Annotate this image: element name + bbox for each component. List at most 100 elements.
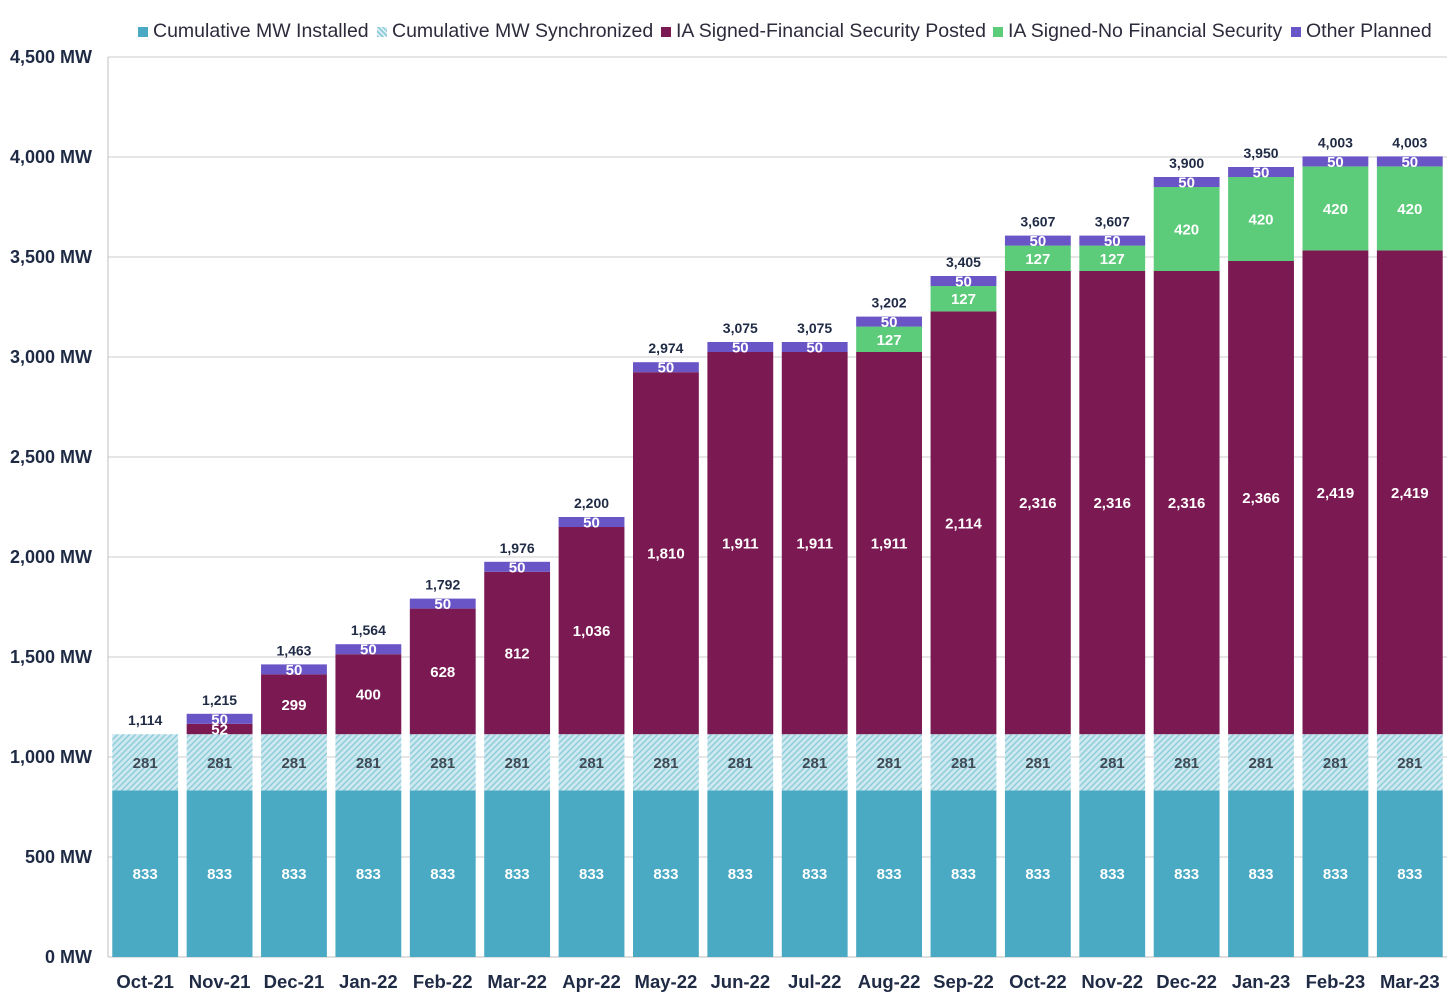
axes: 0 MW 500 MW 1,000 MW 1,500 MW 2,000 MW 2,500 …	[10, 47, 1447, 992]
segment-value-label: 281	[877, 755, 902, 772]
segment-value-label: 127	[1025, 251, 1050, 268]
bar-segment-installed	[261, 790, 327, 957]
legend-label: IA Signed-Financial Security Posted	[676, 20, 987, 42]
bar-segment-installed	[484, 790, 551, 957]
x-tick-label: Jan-23	[1232, 971, 1291, 992]
legend-swatch	[661, 26, 671, 37]
bar-segment-other-planned	[261, 664, 327, 675]
bar-segment-installed	[1153, 790, 1220, 957]
segment-value-label: 833	[1025, 866, 1050, 883]
legend-item-synchronized: Cumulative MW Synchronized	[377, 20, 653, 43]
bar-total-label: 1,976	[500, 540, 535, 556]
segment-value-label: 50	[658, 360, 675, 377]
segment-value-label: 833	[1323, 866, 1348, 883]
segment-value-label: 50	[434, 596, 451, 613]
segment-value-label: 50	[1401, 154, 1418, 171]
bar-segment-installed	[1376, 790, 1443, 957]
segment-value-label: 281	[133, 755, 158, 772]
segment-value-label: 299	[281, 697, 306, 714]
segment-value-label: 833	[505, 866, 530, 883]
bar-segment-installed	[1302, 790, 1369, 957]
y-tick-label: 0 MW	[45, 947, 92, 967]
bar-segment-ia-fsp	[558, 527, 625, 735]
segment-value-label: 50	[1104, 233, 1121, 250]
segment-value-label: 833	[1249, 866, 1274, 883]
bar-total-label: 4,003	[1392, 134, 1427, 150]
legend-swatch	[993, 26, 1003, 37]
segment-value-label: 833	[579, 866, 604, 883]
bar-segment-synchronized	[484, 734, 551, 791]
segment-value-label: 833	[802, 866, 827, 883]
bar-segment-other-planned	[1004, 235, 1071, 246]
bar-segment-synchronized	[1228, 734, 1294, 791]
legend-item-ia-fsp: IA Signed-Financial Security Posted	[661, 20, 986, 43]
bar-segment-ia-fsp	[1228, 261, 1294, 735]
segment-value-label: 2,419	[1391, 485, 1429, 502]
bar-segment-other-planned	[558, 517, 625, 527]
legend-swatch	[1291, 26, 1301, 37]
y-tick-label: 4,000 MW	[10, 147, 92, 167]
bar-segment-other-planned	[856, 316, 923, 327]
segment-value-label: 281	[579, 755, 604, 772]
segment-value-label: 833	[877, 866, 902, 883]
bar-segment-ia-fsp	[856, 352, 923, 735]
legend-swatch	[138, 26, 148, 37]
bar-total-label: 3,075	[797, 320, 832, 336]
y-tick-label: 3,500 MW	[10, 247, 92, 267]
y-tick-label: 3,000 MW	[10, 347, 92, 367]
bar-segment-synchronized	[1376, 734, 1443, 791]
bar-total-label: 3,950	[1244, 145, 1279, 161]
x-tick-label: Dec-22	[1156, 971, 1217, 992]
y-tick-label: 1,000 MW	[10, 747, 92, 767]
segment-value-label: 281	[505, 755, 530, 772]
y-tick-label: 2,000 MW	[10, 547, 92, 567]
bar-segment-other-planned	[1228, 167, 1294, 177]
bar-segment-synchronized	[1302, 734, 1369, 791]
segment-value-label: 127	[877, 332, 902, 349]
x-tick-label: Nov-21	[189, 971, 251, 992]
segment-value-label: 281	[728, 755, 753, 772]
segment-value-label: 420	[1397, 201, 1422, 218]
bar-segment-ia-nofs	[930, 286, 997, 312]
segment-value-label: 2,316	[1019, 495, 1057, 512]
bar-segment-installed	[112, 790, 179, 957]
y-tick-label: 500 MW	[25, 847, 92, 867]
x-tick-label: May-22	[635, 971, 698, 992]
bar-total-label: 2,200	[574, 495, 609, 511]
segment-value-label: 833	[430, 866, 455, 883]
legend-label: Cumulative MW Synchronized	[392, 20, 654, 42]
segment-value-label: 1,911	[722, 536, 759, 553]
bar-segment-installed	[558, 790, 625, 957]
bar-segment-installed	[409, 790, 476, 957]
x-tick-label: Aug-22	[858, 971, 921, 992]
segment-value-label: 50	[509, 559, 526, 576]
bar-segment-other-planned	[409, 598, 476, 609]
bar-total-label: 1,215	[202, 692, 237, 708]
bar-total-label: 4,003	[1318, 134, 1353, 150]
bar-segment-other-planned	[707, 342, 774, 352]
chart-legend: Cumulative MW Installed Cumulative MW Syn…	[0, 20, 1454, 48]
bar-segment-installed	[781, 790, 848, 957]
x-tick-label: Dec-21	[264, 971, 325, 992]
bar-segment-synchronized	[632, 734, 699, 791]
segment-value-label: 281	[1249, 755, 1274, 772]
segment-value-label: 281	[1100, 755, 1125, 772]
bar-segment-other-planned	[335, 644, 402, 655]
segment-value-label: 127	[951, 291, 976, 308]
bar-segment-synchronized	[856, 734, 923, 791]
segment-value-label: 50	[881, 314, 898, 331]
bar-segment-ia-fsp	[632, 372, 699, 735]
bar-segment-ia-nofs	[1153, 187, 1220, 271]
bar-segment-ia-fsp	[930, 311, 997, 735]
bar-segment-synchronized	[409, 734, 476, 791]
segment-value-label: 420	[1323, 201, 1348, 218]
segment-value-label: 50	[732, 340, 749, 357]
segment-value-label: 628	[430, 664, 455, 681]
bar-segment-other-planned	[930, 276, 997, 286]
bar-segment-installed	[930, 790, 997, 957]
x-tick-label: Jan-22	[339, 971, 398, 992]
legend-item-installed: Cumulative MW Installed	[138, 20, 369, 43]
segment-value-label: 833	[133, 866, 158, 883]
bar-segment-ia-fsp	[1153, 271, 1220, 735]
segment-value-label: 281	[951, 755, 976, 772]
